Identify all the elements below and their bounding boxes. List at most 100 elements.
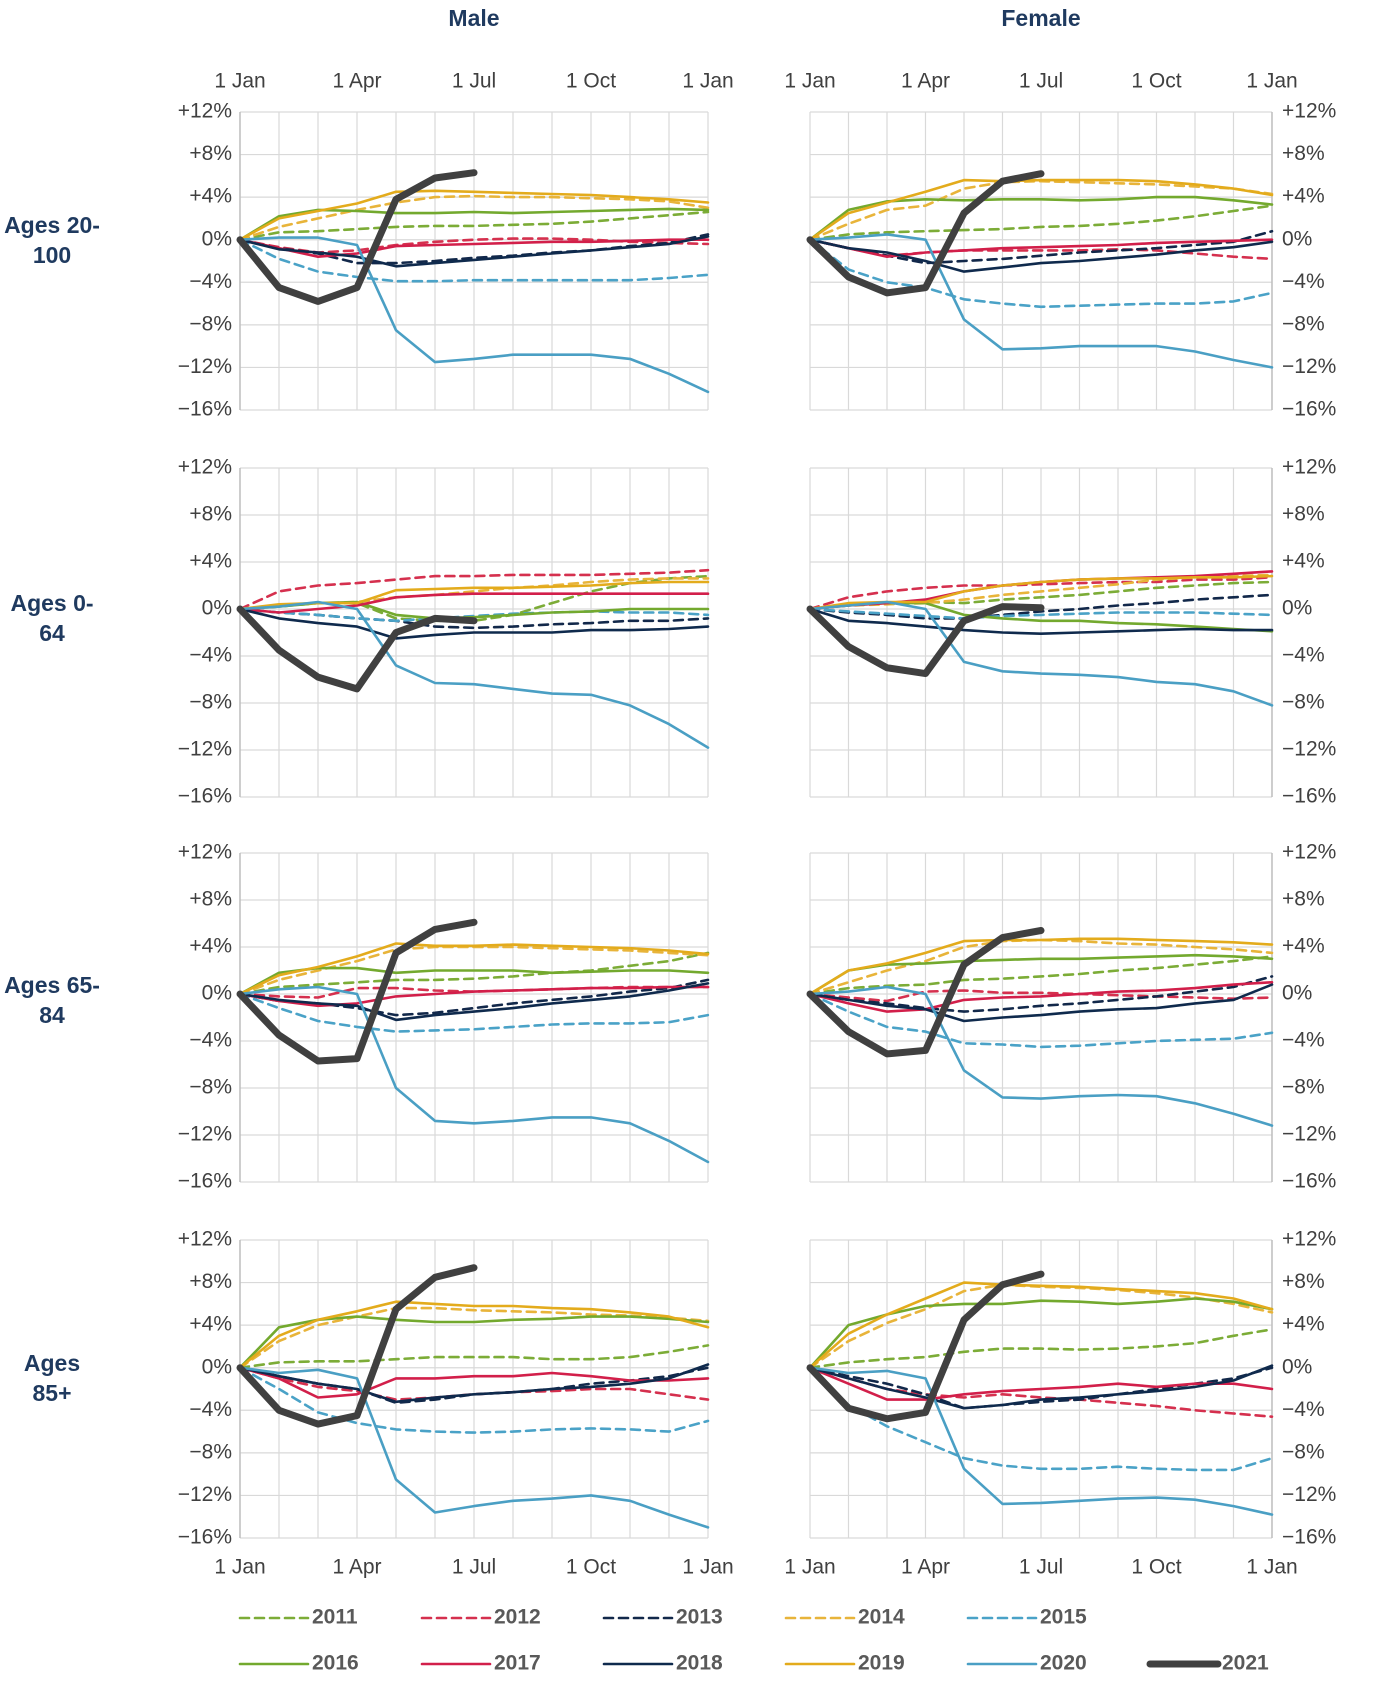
x-tick-label: 1 Oct xyxy=(1131,1556,1181,1579)
row-label: Ages 85+ xyxy=(23,1350,81,1406)
series-line xyxy=(238,1366,710,1529)
series-line xyxy=(238,235,710,268)
series-line xyxy=(808,600,1274,707)
y-tick-label: +12% xyxy=(1282,841,1336,864)
y-tick-label: +8% xyxy=(1282,888,1325,911)
series-line xyxy=(808,937,1274,996)
y-tick-label: +12% xyxy=(178,1228,232,1251)
series-line xyxy=(236,918,478,1065)
y-tick-label: 0% xyxy=(1282,227,1312,250)
series-line xyxy=(808,238,1274,258)
legend-label: 2013 xyxy=(676,1606,723,1629)
series-line xyxy=(806,603,1045,678)
series-line xyxy=(808,607,1274,620)
y-tick-label: −12% xyxy=(1282,738,1336,761)
series-line xyxy=(808,1366,1274,1516)
y-tick-label: −16% xyxy=(178,1526,232,1549)
series-line xyxy=(806,170,1045,297)
series-line xyxy=(808,1364,1274,1410)
legend-label: 2017 xyxy=(494,1652,541,1675)
y-tick-label: +8% xyxy=(189,1270,232,1293)
y-tick-label: 0% xyxy=(1282,597,1312,620)
series-line xyxy=(238,600,710,749)
y-tick-label: −16% xyxy=(1282,785,1336,808)
series-line xyxy=(808,1328,1274,1369)
series-line xyxy=(238,1344,710,1369)
series-line xyxy=(238,236,710,394)
y-tick-label: −4% xyxy=(1282,1029,1325,1052)
row-label: Ages 65-84 xyxy=(4,972,100,1028)
legend-label: 2015 xyxy=(1040,1606,1087,1629)
series-line xyxy=(808,204,1274,241)
series-line xyxy=(238,1366,710,1399)
y-tick-label: +12% xyxy=(1282,456,1336,479)
y-tick-label: −16% xyxy=(178,785,232,808)
series-line xyxy=(808,1366,1274,1401)
y-tick-label: −8% xyxy=(189,1440,232,1463)
y-tick-label: −12% xyxy=(1282,1123,1336,1146)
y-tick-label: −8% xyxy=(1282,1076,1325,1099)
series-line xyxy=(808,1366,1274,1472)
series-line xyxy=(808,576,1274,611)
y-tick-label: −12% xyxy=(178,1123,232,1146)
column-title: Male xyxy=(448,5,499,31)
series-line xyxy=(238,992,710,1033)
y-tick-label: +12% xyxy=(178,841,232,864)
x-tick-label: 1 Jul xyxy=(1019,70,1063,93)
y-tick-label: −4% xyxy=(1282,1398,1325,1421)
x-tick-label: 1 Jan xyxy=(214,1556,265,1579)
series-line xyxy=(238,607,710,640)
y-tick-label: −8% xyxy=(1282,1440,1325,1463)
series-line xyxy=(238,194,710,241)
x-tick-label: 1 Apr xyxy=(901,70,950,93)
x-tick-label: 1 Jan xyxy=(682,1556,733,1579)
y-tick-label: +8% xyxy=(189,142,232,165)
y-tick-label: +12% xyxy=(178,100,232,123)
y-tick-label: +8% xyxy=(1282,503,1325,526)
y-tick-label: −8% xyxy=(189,312,232,335)
y-tick-label: −16% xyxy=(1282,1526,1336,1549)
x-tick-label: 1 Jan xyxy=(784,70,835,93)
series-line xyxy=(238,238,710,283)
y-tick-label: 0% xyxy=(1282,982,1312,1005)
y-tick-label: +8% xyxy=(189,503,232,526)
series-line xyxy=(808,238,1274,273)
y-tick-label: −8% xyxy=(1282,691,1325,714)
series-line xyxy=(238,189,710,241)
x-tick-label: 1 Apr xyxy=(901,1556,950,1579)
y-tick-label: −12% xyxy=(178,355,232,378)
series-line xyxy=(808,238,1274,309)
y-tick-label: −8% xyxy=(189,691,232,714)
x-tick-label: 1 Jul xyxy=(452,1556,496,1579)
y-tick-label: −16% xyxy=(178,1170,232,1193)
y-tick-label: −4% xyxy=(189,270,232,293)
y-tick-label: +4% xyxy=(189,935,232,958)
legend-label: 2016 xyxy=(312,1652,359,1675)
series-line xyxy=(238,1366,710,1434)
y-tick-label: +8% xyxy=(1282,142,1325,165)
x-tick-label: 1 Jan xyxy=(1246,1556,1297,1579)
y-tick-label: 0% xyxy=(202,1355,232,1378)
y-tick-label: +12% xyxy=(1282,1228,1336,1251)
y-tick-label: −12% xyxy=(1282,355,1336,378)
legend-label: 2018 xyxy=(676,1652,723,1675)
series-line xyxy=(238,1366,710,1401)
y-tick-label: −4% xyxy=(1282,644,1325,667)
series-line xyxy=(238,985,710,1164)
y-tick-label: −12% xyxy=(178,1483,232,1506)
series-line xyxy=(808,607,1274,635)
y-tick-label: 0% xyxy=(202,982,232,1005)
series-line xyxy=(238,985,710,1008)
series-line xyxy=(238,951,710,996)
x-tick-label: 1 Jul xyxy=(1019,1556,1063,1579)
x-tick-label: 1 Jan xyxy=(682,70,733,93)
y-tick-label: −4% xyxy=(1282,270,1325,293)
series-line xyxy=(808,1281,1274,1369)
y-tick-label: +8% xyxy=(1282,1270,1325,1293)
y-tick-label: 0% xyxy=(1282,1355,1312,1378)
series-line xyxy=(808,992,1274,1049)
row-label: Ages 20-100 xyxy=(4,212,100,268)
legend-label: 2012 xyxy=(494,1606,541,1629)
